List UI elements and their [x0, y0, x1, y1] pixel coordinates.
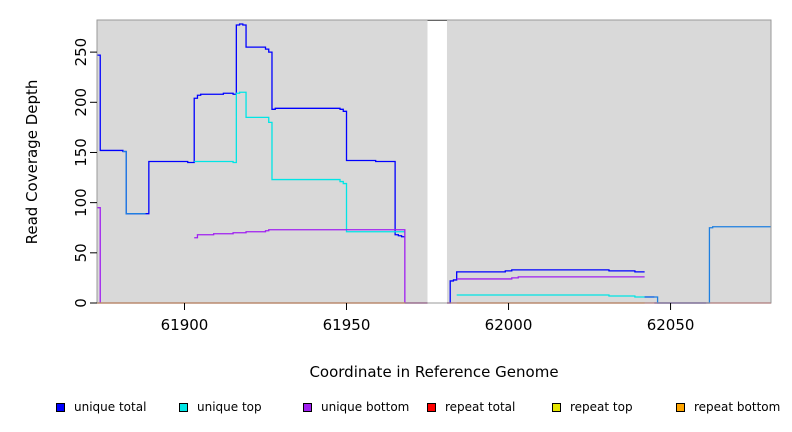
y-axis-label: Read Coverage Depth [23, 80, 41, 245]
series-line [97, 207, 101, 303]
x-tick-label: 61900 [161, 316, 209, 334]
legend-swatch [303, 402, 312, 412]
legend-label: repeat bottom [694, 400, 781, 414]
legend: unique total unique top unique bottom repea… [0, 400, 792, 418]
series-line [194, 91, 406, 233]
legend-swatch [676, 402, 685, 412]
legend-label: repeat total [445, 400, 516, 414]
legend-label: unique total [74, 400, 147, 414]
legend-swatch [56, 402, 65, 412]
y-tick-label: 250 [72, 38, 90, 67]
x-tick-label: 61950 [323, 316, 371, 334]
series-line [122, 150, 146, 215]
legend-label: repeat top [570, 400, 633, 414]
plot-background [97, 20, 771, 303]
plot-frame [96, 19, 772, 304]
series-line [194, 229, 406, 303]
legend-swatch [552, 402, 561, 412]
legend-swatch [427, 402, 436, 412]
coverage-chart: 61900 61950 62000 62050 0 50 100 150 200 250 Coo… [23, 19, 772, 381]
y-tick-label: 0 [72, 298, 90, 308]
series-line [446, 269, 645, 304]
legend-item: repeat bottom [676, 400, 780, 414]
x-tick-label: 62000 [485, 316, 533, 334]
legend-item: unique bottom [303, 400, 409, 414]
y-tick-label: 50 [72, 243, 90, 262]
y-tick-label: 200 [72, 88, 90, 117]
y-tick-label: 150 [72, 138, 90, 167]
series-line [456, 276, 645, 280]
x-tick-label: 62050 [647, 316, 695, 334]
legend-item: unique total [56, 400, 146, 414]
x-axis-label: Coordinate in Reference Genome [309, 363, 558, 381]
legend-item: repeat top [552, 400, 633, 414]
series-line [456, 294, 645, 298]
y-tick-label: 100 [72, 188, 90, 217]
y-axis: 0 50 100 150 200 250 [72, 38, 97, 308]
legend-label: unique top [197, 400, 262, 414]
legend-item: repeat total [427, 400, 515, 414]
background-region [446, 20, 771, 303]
legend-swatch [179, 402, 188, 412]
series-line [97, 23, 405, 238]
x-axis: 61900 61950 62000 62050 [161, 303, 695, 334]
legend-item: unique top [179, 400, 262, 414]
legend-label: unique bottom [321, 400, 410, 414]
